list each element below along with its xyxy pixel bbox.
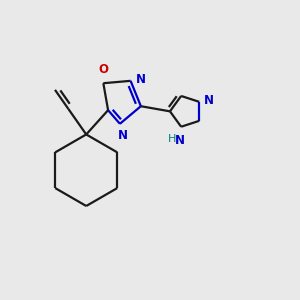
Text: N: N <box>118 129 128 142</box>
Text: H: H <box>168 134 176 144</box>
Text: O: O <box>98 63 108 76</box>
Text: N: N <box>204 94 214 107</box>
Text: N: N <box>136 73 146 86</box>
Text: N: N <box>175 134 185 147</box>
